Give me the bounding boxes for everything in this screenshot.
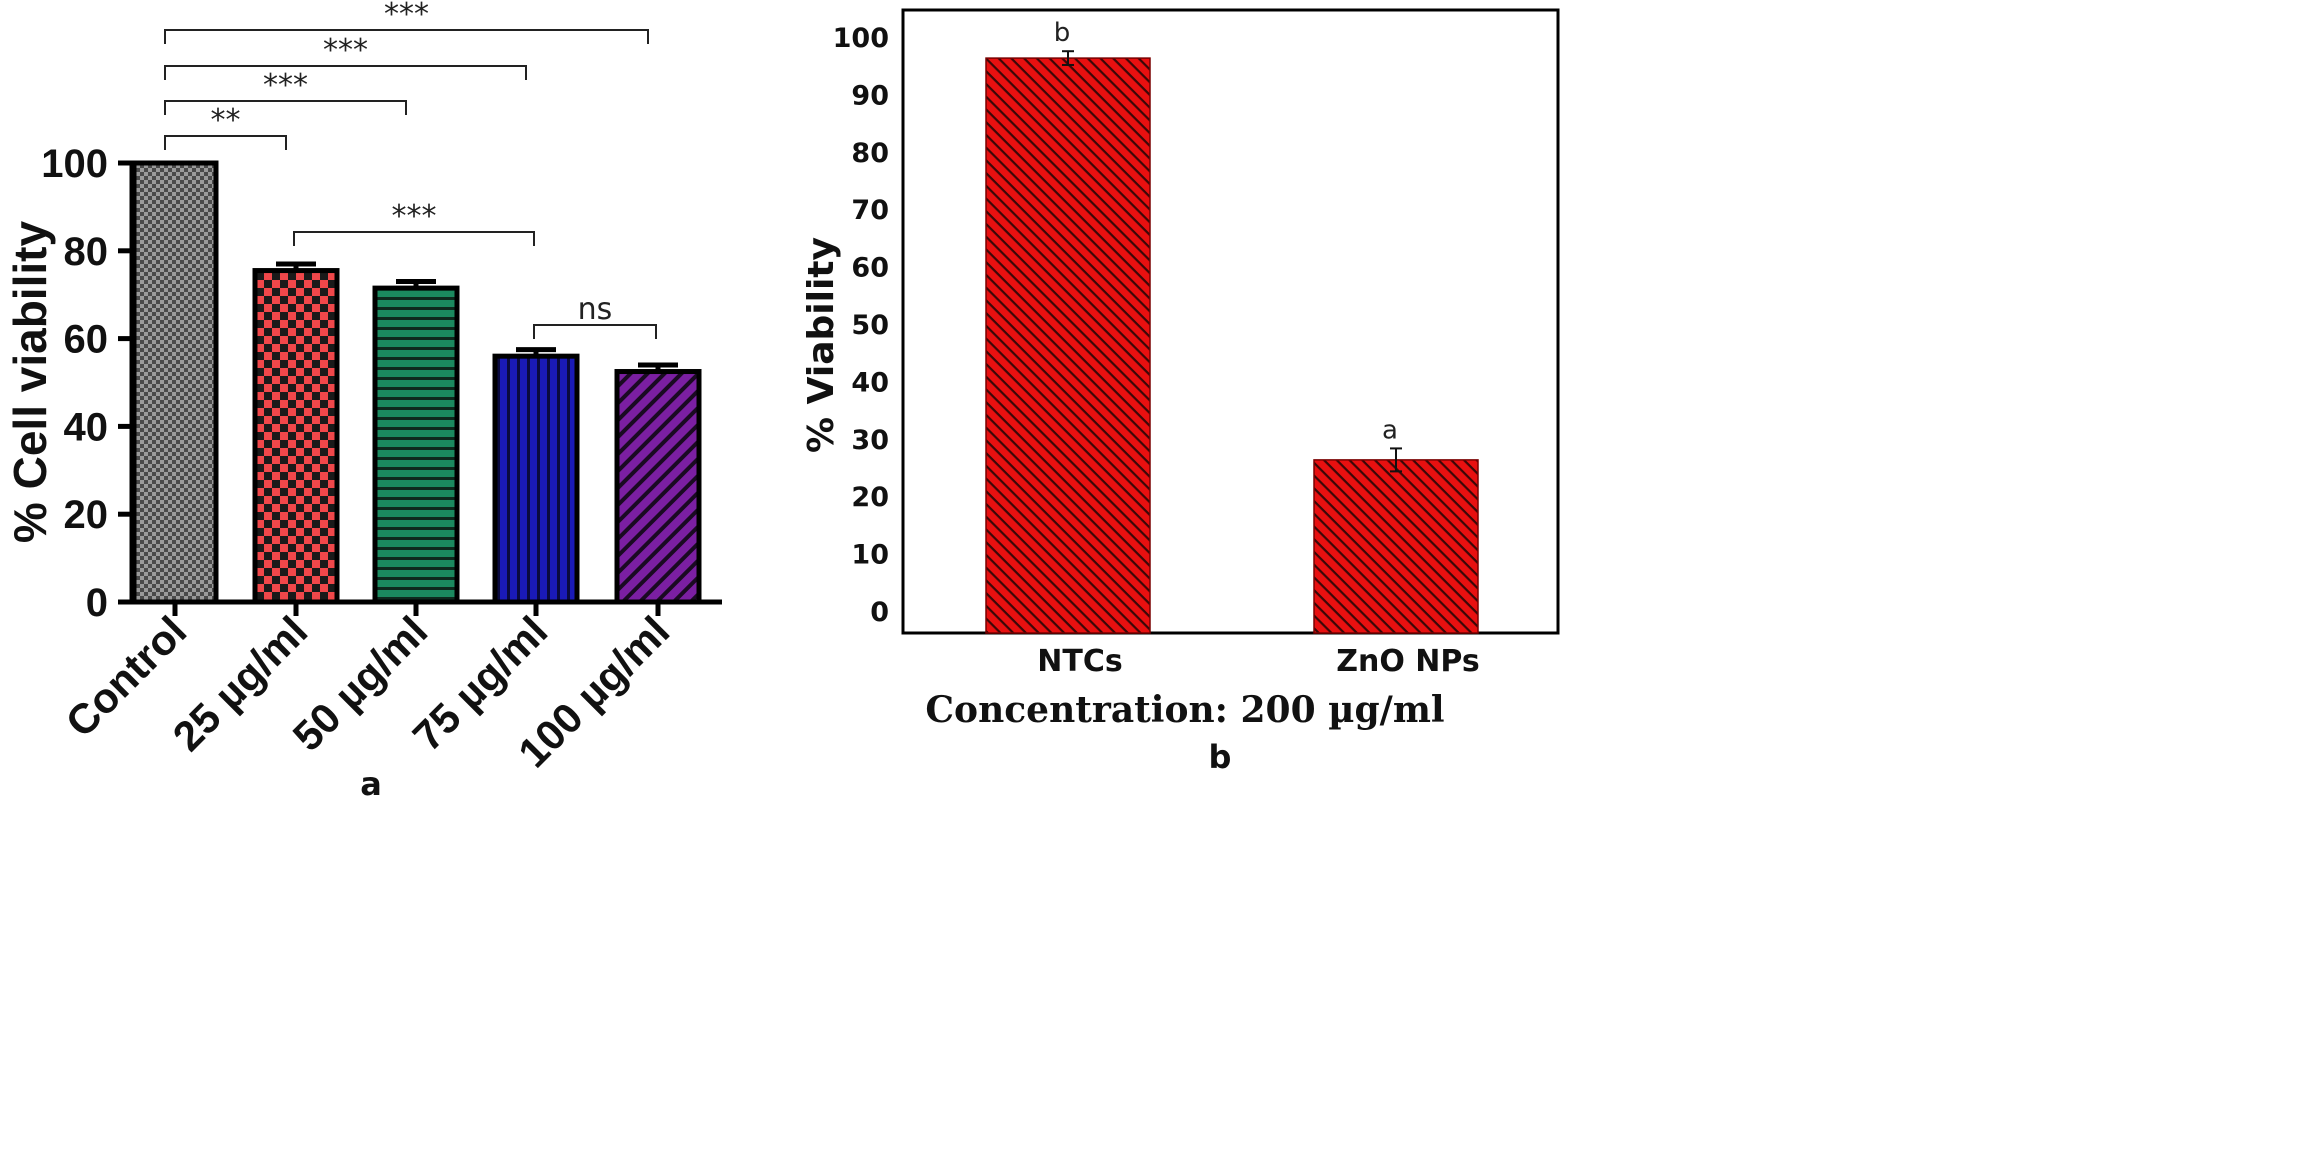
- y-axis-label: % Viability: [801, 237, 842, 453]
- y-tick-label: 20: [851, 482, 889, 513]
- y-tick-label: 20: [64, 493, 109, 537]
- panel-label: a: [360, 765, 382, 803]
- x-tick-label: ZnO NPs: [1336, 644, 1479, 679]
- significance-bracket: [164, 29, 649, 44]
- y-tick-label: 70: [851, 195, 889, 226]
- bar-1: [131, 160, 219, 605]
- bar-5: [614, 369, 702, 605]
- y-tick-label: 90: [851, 80, 889, 111]
- significance-label: ns: [578, 292, 613, 327]
- y-axis-label: % Cell viability: [4, 221, 56, 544]
- group-letter: a: [1382, 415, 1398, 445]
- bar-4: [492, 353, 580, 605]
- x-ticks: NTCs ZnO NPs: [1037, 644, 1479, 679]
- x-tick-label: NTCs: [1037, 644, 1122, 679]
- significance-bracket: [164, 100, 407, 115]
- y-tick-label: 30: [851, 425, 889, 456]
- y-tick-label: 0: [870, 597, 889, 628]
- y-tick-label: 60: [851, 253, 889, 284]
- panel-label: b: [1209, 738, 1232, 776]
- significance-bracket: [164, 65, 527, 80]
- significance-label: ***: [392, 199, 437, 234]
- significance-bracket: [293, 231, 535, 246]
- y-tick-label: 40: [64, 405, 109, 449]
- y-tick-label: 100: [833, 23, 889, 54]
- group-letter: b: [1054, 18, 1071, 48]
- bar-1: [985, 57, 1151, 634]
- significance-bracket: [164, 135, 287, 150]
- y-tick-label: 10: [851, 540, 889, 571]
- bar-2: [1313, 459, 1479, 634]
- x-axis-label: Concentration: 200 µg/ml: [925, 689, 1444, 731]
- significance-label: ***: [384, 0, 429, 32]
- significance-label: ***: [263, 68, 308, 103]
- plot-frame: [901, 8, 1560, 635]
- bar-2: [252, 268, 340, 605]
- y-tick-label: 80: [64, 230, 109, 274]
- y-ticks: 0 20 40 60 80 100: [41, 142, 132, 625]
- y-tick-label: 80: [851, 138, 889, 169]
- significance-bracket: [533, 324, 657, 339]
- y-tick-label: 100: [41, 142, 108, 186]
- y-tick-label: 50: [851, 310, 889, 341]
- significance-label: **: [211, 103, 241, 138]
- bars: ba: [985, 18, 1479, 634]
- y-tick-label: 60: [64, 318, 109, 362]
- y-tick-label: 40: [851, 367, 889, 398]
- y-tick-label: 0: [86, 581, 108, 625]
- y-ticks: 0 10 20 30 40 50 60 70 80 90 100: [833, 23, 889, 628]
- significance-brackets: **************ns: [164, 0, 657, 339]
- bar-3: [372, 285, 460, 605]
- significance-label: ***: [323, 33, 368, 68]
